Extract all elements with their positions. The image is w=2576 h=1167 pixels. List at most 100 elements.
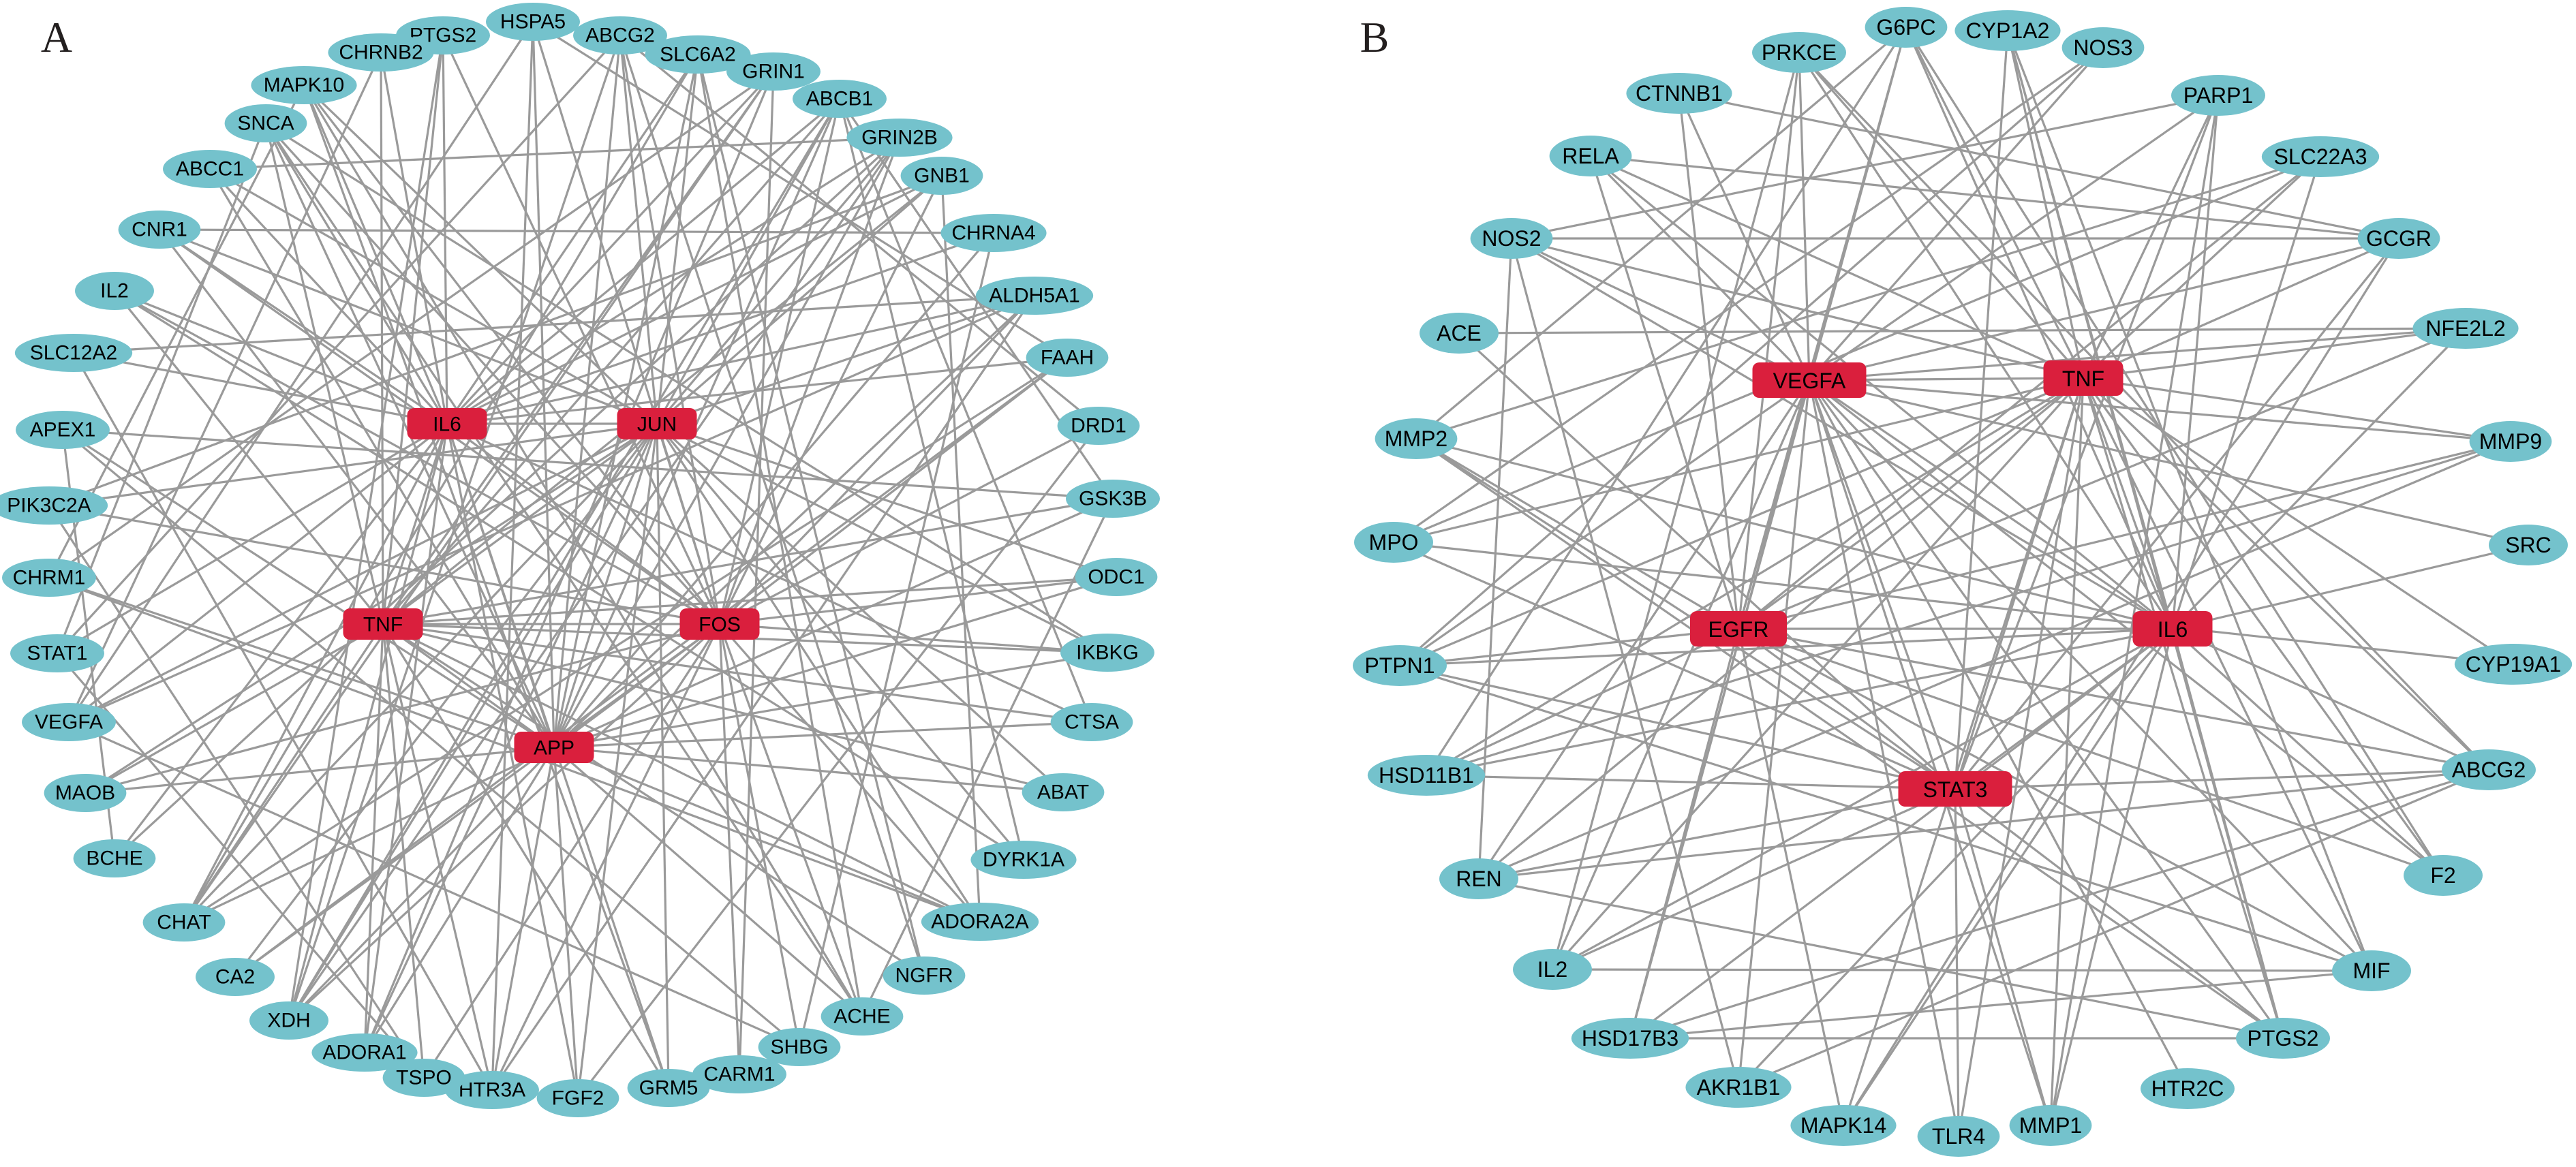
edge-line [719,424,1099,625]
gene-node-MMP2: MMP2 [1375,418,1458,459]
edge-line [446,174,942,425]
edge-line [1415,437,1956,790]
edge-line [1678,93,1740,629]
gene-ellipse [1057,407,1140,445]
edge-line [1798,51,2085,379]
edge-line [696,54,925,976]
gene-node-CTNNB1: CTNNB1 [1626,73,1732,114]
edge-line [1798,52,2174,629]
gene-node-PRKCE: PRKCE [1752,32,1846,73]
edge-line [1809,379,2511,443]
edge-line [2083,377,2514,666]
gene-label: PIK3C2A [7,495,91,517]
gene-ellipse [1685,1067,1792,1108]
gene-ellipse [1026,339,1109,377]
edge-line [1511,237,2173,630]
edge-line [1589,155,2174,630]
edge-line [2006,30,2085,379]
edge-line [2082,155,2322,379]
edge-line [1551,377,2085,971]
edge-line [532,21,721,625]
edge-line [1738,768,2489,1089]
hub-rect [514,732,594,763]
gene-node-FGF2: FGF2 [536,1079,619,1117]
gene-node-NFE2L2: NFE2L2 [2412,308,2519,349]
edge-line [1393,46,2104,544]
gene-label: IL2 [100,280,129,302]
gene-label: PTGS2 [2248,1026,2319,1051]
edge-line [1589,155,1740,629]
gene-node-REN: REN [1439,858,1518,899]
gene-label: SRC [2505,533,2551,557]
gene-label: CYP19A1 [2466,652,2562,676]
edge-line [553,576,1117,749]
gene-label: HSD17B3 [1582,1026,1678,1051]
hub-node-APP: APP [514,732,594,763]
gene-label: TSPO [396,1067,452,1089]
gene-node-BCHE: BCHE [73,839,156,877]
edge-line [553,232,995,749]
edge-line [56,652,425,1079]
hub-nodes: VEGFA TNF EGFR IL6 STAT3 [1690,360,2213,807]
edge-line [265,122,1108,654]
gene-node-SNCA: SNCA [224,104,307,142]
edge-line [1590,155,2084,379]
gene-label: MPO [1369,530,1419,555]
edge-line [718,623,801,1048]
edge-line [382,97,841,625]
gene-node-SRC: SRC [2489,525,2568,565]
gene-ellipse [2236,1018,2330,1059]
gene-label: TLR4 [1932,1124,1985,1149]
edge-line [183,746,555,924]
gene-node-HSPA5: HSPA5 [486,3,580,41]
gene-node-MPO: MPO [1354,522,1433,563]
hub-node-VEGFA: VEGFA [1752,362,1867,398]
gene-node-FAAH: FAAH [1026,339,1109,377]
edge-line [553,746,1064,794]
edge-line [1738,440,2511,630]
edge-line [719,623,1108,654]
gene-ellipse [1367,755,1486,796]
gene-label: REN [1456,867,1502,891]
edge-line [1737,627,2174,1089]
edge-line [1808,379,1957,790]
edge-line [114,290,720,625]
gene-ellipse [758,1028,841,1066]
hub-rect [1690,611,1787,647]
gene-node-MMP1: MMP1 [2009,1105,2092,1146]
edge-line [68,422,448,723]
gene-ellipse [445,1071,539,1109]
gene-node-HSD11B1: HSD11B1 [1367,755,1486,796]
gene-node-ALDH5A1: ALDH5A1 [975,277,1094,315]
gene-node-CTSA: CTSA [1050,703,1133,741]
edge-line [619,35,925,976]
gene-label: PTPN1 [1364,653,1435,678]
edge-line [423,623,721,1078]
hub-rect [617,408,697,439]
gene-label: ABCG2 [585,25,655,47]
edge-line [1552,968,2372,972]
gene-ellipse [921,903,1039,941]
gene-ellipse [196,958,275,996]
edge-line [2171,156,2322,629]
gene-node-HTR2C: HTR2C [2141,1068,2235,1109]
gene-label: HTR3A [459,1079,525,1102]
panel-a-network: PTGS2HSPA5ABCG2SLC6A2GRIN1ABCB1GRIN2BGNB… [0,3,1160,1117]
edge-line [1798,51,2490,771]
gene-label: DRD1 [1071,415,1126,437]
gene-label: HSD11B1 [1379,763,1474,788]
gene-node-GCGR: GCGR [2357,218,2440,259]
gene-ellipse [382,1059,465,1097]
edge-line [1954,95,2220,790]
edge-line [619,35,658,424]
gene-ellipse [821,997,904,1036]
edge-line [553,497,1114,749]
gene-node-PIK3C2A: PIK3C2A [0,486,108,525]
edge-line [738,71,775,1075]
edge-line [183,71,775,923]
edge-line [2171,95,2220,629]
gene-ellipse [1571,1018,1689,1059]
edge-line [68,721,800,1048]
gene-label: MMP9 [2479,429,2542,454]
gene-ellipse [536,1079,619,1117]
